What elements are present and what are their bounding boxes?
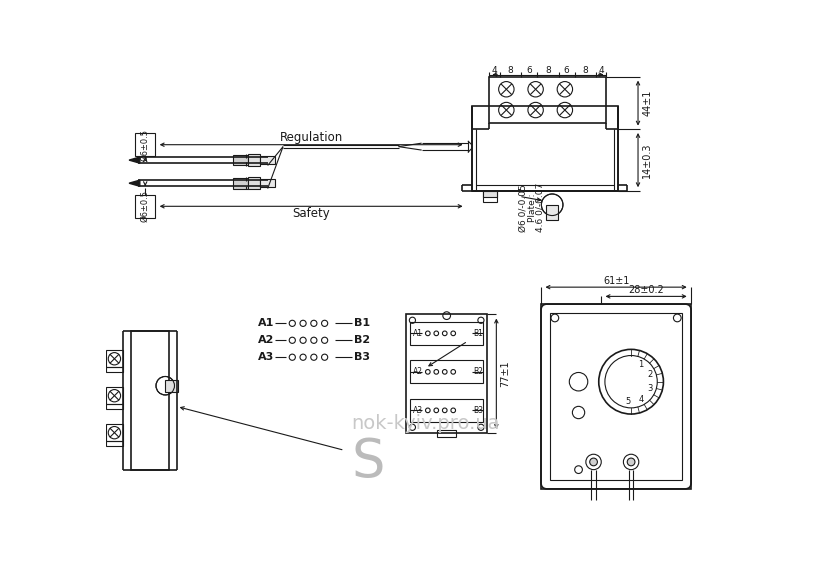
Text: A3: A3 bbox=[413, 406, 423, 415]
Text: 8: 8 bbox=[545, 66, 551, 74]
Bar bbox=[248, 177, 260, 189]
Text: B3: B3 bbox=[354, 352, 370, 362]
Text: 2: 2 bbox=[647, 370, 652, 379]
Text: A2: A2 bbox=[413, 368, 423, 376]
Text: Regulation: Regulation bbox=[279, 132, 342, 144]
Text: 4: 4 bbox=[492, 66, 498, 74]
Bar bbox=[106, 387, 123, 404]
Text: Plate :: Plate : bbox=[528, 194, 537, 222]
Bar bbox=[165, 380, 178, 392]
Text: S: S bbox=[351, 436, 385, 488]
Text: 5: 5 bbox=[625, 397, 630, 406]
Text: 77±1: 77±1 bbox=[500, 361, 510, 387]
Bar bbox=[484, 191, 497, 197]
Circle shape bbox=[627, 458, 635, 466]
Text: 4: 4 bbox=[638, 395, 644, 403]
Text: A2: A2 bbox=[258, 335, 273, 345]
Bar bbox=[411, 360, 484, 383]
Text: A1: A1 bbox=[413, 329, 423, 338]
Bar bbox=[550, 313, 682, 479]
Text: A3: A3 bbox=[258, 352, 273, 362]
Text: B2: B2 bbox=[473, 368, 483, 376]
Bar bbox=[233, 155, 248, 166]
Bar bbox=[135, 133, 155, 156]
Text: B1: B1 bbox=[354, 319, 370, 328]
Text: Ø6±0.5: Ø6±0.5 bbox=[140, 190, 150, 222]
Text: B2: B2 bbox=[354, 335, 370, 345]
Bar bbox=[135, 195, 155, 218]
Text: B1: B1 bbox=[473, 329, 483, 338]
Text: 3: 3 bbox=[647, 384, 652, 393]
Bar bbox=[406, 314, 487, 433]
Bar bbox=[472, 106, 618, 191]
Bar bbox=[541, 304, 691, 489]
Text: 28±0.2: 28±0.2 bbox=[628, 285, 664, 295]
Text: nok-kyiv.pro.ua: nok-kyiv.pro.ua bbox=[352, 414, 499, 433]
Bar bbox=[437, 430, 455, 437]
Text: A1: A1 bbox=[258, 319, 273, 328]
Bar bbox=[546, 205, 558, 220]
Text: 8: 8 bbox=[508, 66, 514, 74]
Text: Ø6±0.5: Ø6±0.5 bbox=[140, 129, 150, 161]
Bar bbox=[484, 191, 497, 203]
Bar bbox=[106, 424, 123, 441]
Circle shape bbox=[590, 458, 597, 466]
Text: 1: 1 bbox=[638, 360, 644, 369]
Bar bbox=[260, 179, 275, 187]
Bar bbox=[260, 156, 275, 164]
Bar bbox=[248, 154, 260, 166]
Bar bbox=[106, 367, 123, 372]
Text: 4: 4 bbox=[598, 66, 604, 74]
Text: 61±1: 61±1 bbox=[602, 276, 629, 286]
Text: 8: 8 bbox=[583, 66, 588, 74]
Bar bbox=[106, 441, 123, 446]
Bar bbox=[411, 322, 484, 345]
Bar bbox=[106, 350, 123, 367]
Text: Safety: Safety bbox=[293, 208, 330, 220]
Text: Ø6 0/-0.05: Ø6 0/-0.05 bbox=[519, 184, 528, 232]
Polygon shape bbox=[129, 180, 140, 186]
Polygon shape bbox=[129, 157, 140, 163]
Bar bbox=[130, 331, 169, 470]
Bar bbox=[489, 77, 607, 123]
Text: 6: 6 bbox=[526, 66, 532, 74]
Bar bbox=[233, 178, 248, 189]
Text: 6: 6 bbox=[563, 66, 569, 74]
Text: B3: B3 bbox=[473, 406, 483, 415]
Text: 4.6 0/-0.07: 4.6 0/-0.07 bbox=[535, 183, 544, 233]
Text: 44±1: 44±1 bbox=[642, 90, 652, 117]
Text: 14±0.3: 14±0.3 bbox=[642, 143, 652, 178]
Bar bbox=[106, 404, 123, 409]
Bar bbox=[411, 399, 484, 422]
